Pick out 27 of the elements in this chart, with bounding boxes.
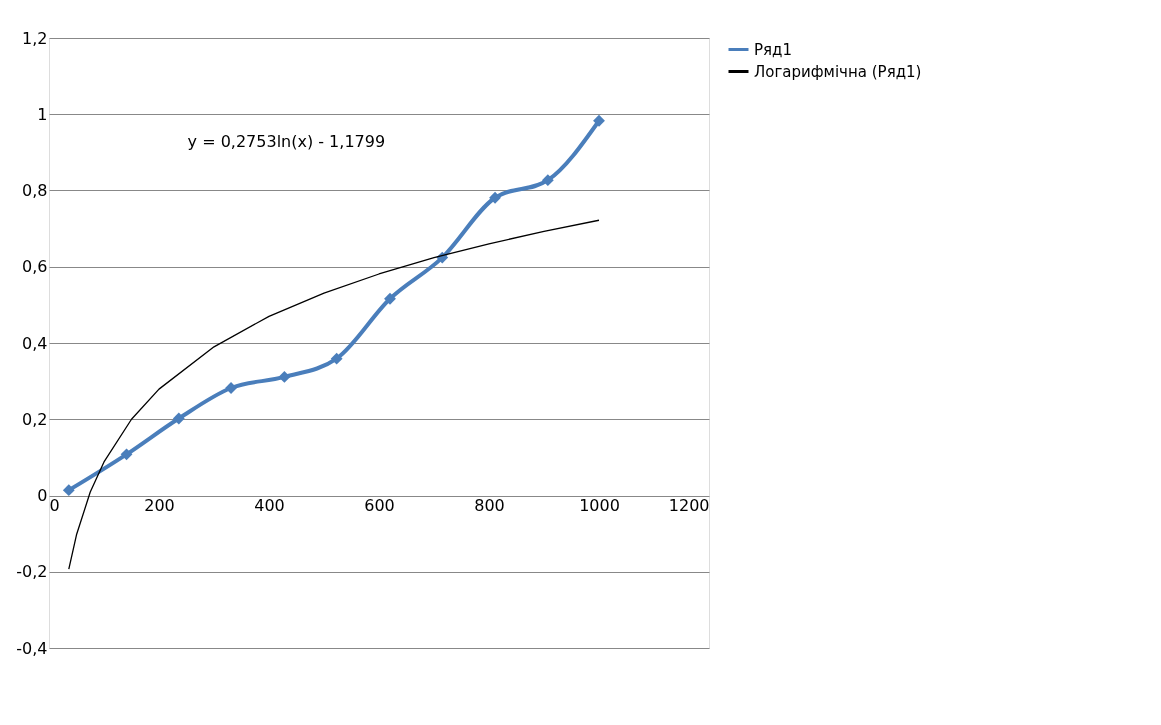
point [489,191,501,204]
legend-label: Логарифмічна (Ряд1) [754,62,922,81]
point [120,448,133,461]
legend-label: Ряд1 [754,40,792,59]
x-tick-label: 600 [364,496,395,515]
y-tick-label: 0,2 [22,409,48,429]
x-tick-label: 800 [474,496,505,515]
point [541,174,554,187]
point [62,484,75,497]
y-tick-label: 0,6 [22,257,48,277]
x-tick-label: 1000 [579,496,620,515]
y-tick-label: 1,2 [22,28,48,48]
y-tick-label: 0,4 [22,333,48,353]
y-tick-label: 0,8 [22,181,48,200]
point [172,412,185,425]
y-tick-label: 1 [37,104,48,124]
x-tick-label: 1200 [668,496,710,515]
annotation: y = 0,2753ln(x) - 1,1799 [187,131,386,151]
x-tick-label: 0 [49,496,60,515]
point [278,371,291,383]
y-tick-label: -0,4 [16,638,48,658]
point [593,114,605,127]
x-tick-label: 400 [254,496,285,515]
point [330,352,343,365]
point [384,292,396,305]
x-tick-label: 200 [144,496,175,515]
y-tick-label: -0,2 [16,562,48,582]
